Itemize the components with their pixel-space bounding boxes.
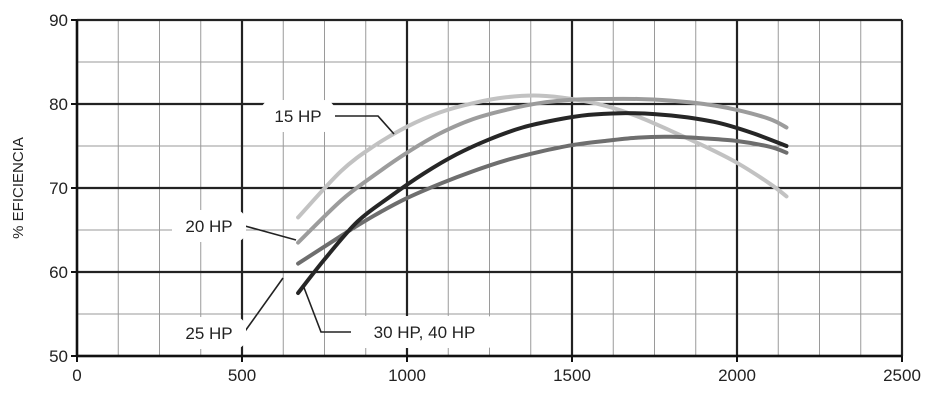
series-line-25-hp xyxy=(296,134,789,266)
series-line-20-hp xyxy=(296,96,789,245)
x-tick-label: 500 xyxy=(228,366,256,385)
y-tick-label: 50 xyxy=(49,347,68,366)
callout-box xyxy=(172,210,246,242)
callout-3: 25 HP xyxy=(172,277,284,349)
callout-2: 20 HP xyxy=(172,210,297,242)
callout-box xyxy=(351,316,498,348)
y-axis-ticks: 50 60 70 80 90 xyxy=(49,11,77,366)
callout-label: 25 HP xyxy=(185,324,232,343)
series-line-30-hp-40-hp xyxy=(296,111,789,295)
callout-label: 15 HP xyxy=(274,107,321,126)
x-tick-label: 0 xyxy=(72,366,81,385)
y-tick-label: 70 xyxy=(49,179,68,198)
callout-leader-line xyxy=(244,225,297,241)
callout-label: 30 HP, 40 HP xyxy=(374,323,476,342)
callout-leader-line xyxy=(242,277,284,335)
x-tick-label: 1500 xyxy=(553,366,591,385)
y-tick-label: 80 xyxy=(49,95,68,114)
y-tick-label: 60 xyxy=(49,263,68,282)
y-tick-label: 90 xyxy=(49,11,68,30)
y-axis-label: % EFICIENCIA xyxy=(10,137,27,239)
series-line-15-hp xyxy=(296,93,789,220)
x-tick-label: 1000 xyxy=(388,366,426,385)
callout-leader-line xyxy=(302,284,352,333)
callout-leader-line xyxy=(334,115,395,135)
x-tick-label: 2500 xyxy=(883,366,921,385)
grid xyxy=(75,18,904,358)
series-callouts: 15 HP 20 HP 25 HP 30 HP, 40 HP xyxy=(172,100,498,349)
callout-box xyxy=(172,317,246,349)
x-tick-label: 2000 xyxy=(718,366,756,385)
callout-1: 15 HP xyxy=(261,100,395,135)
callout-4: 30 HP, 40 HP xyxy=(302,284,498,348)
series-lines xyxy=(296,93,789,295)
callout-box xyxy=(261,100,335,132)
callout-label: 20 HP xyxy=(185,217,232,236)
x-axis-ticks: 0 500 1000 1500 2000 2500 xyxy=(72,356,921,385)
